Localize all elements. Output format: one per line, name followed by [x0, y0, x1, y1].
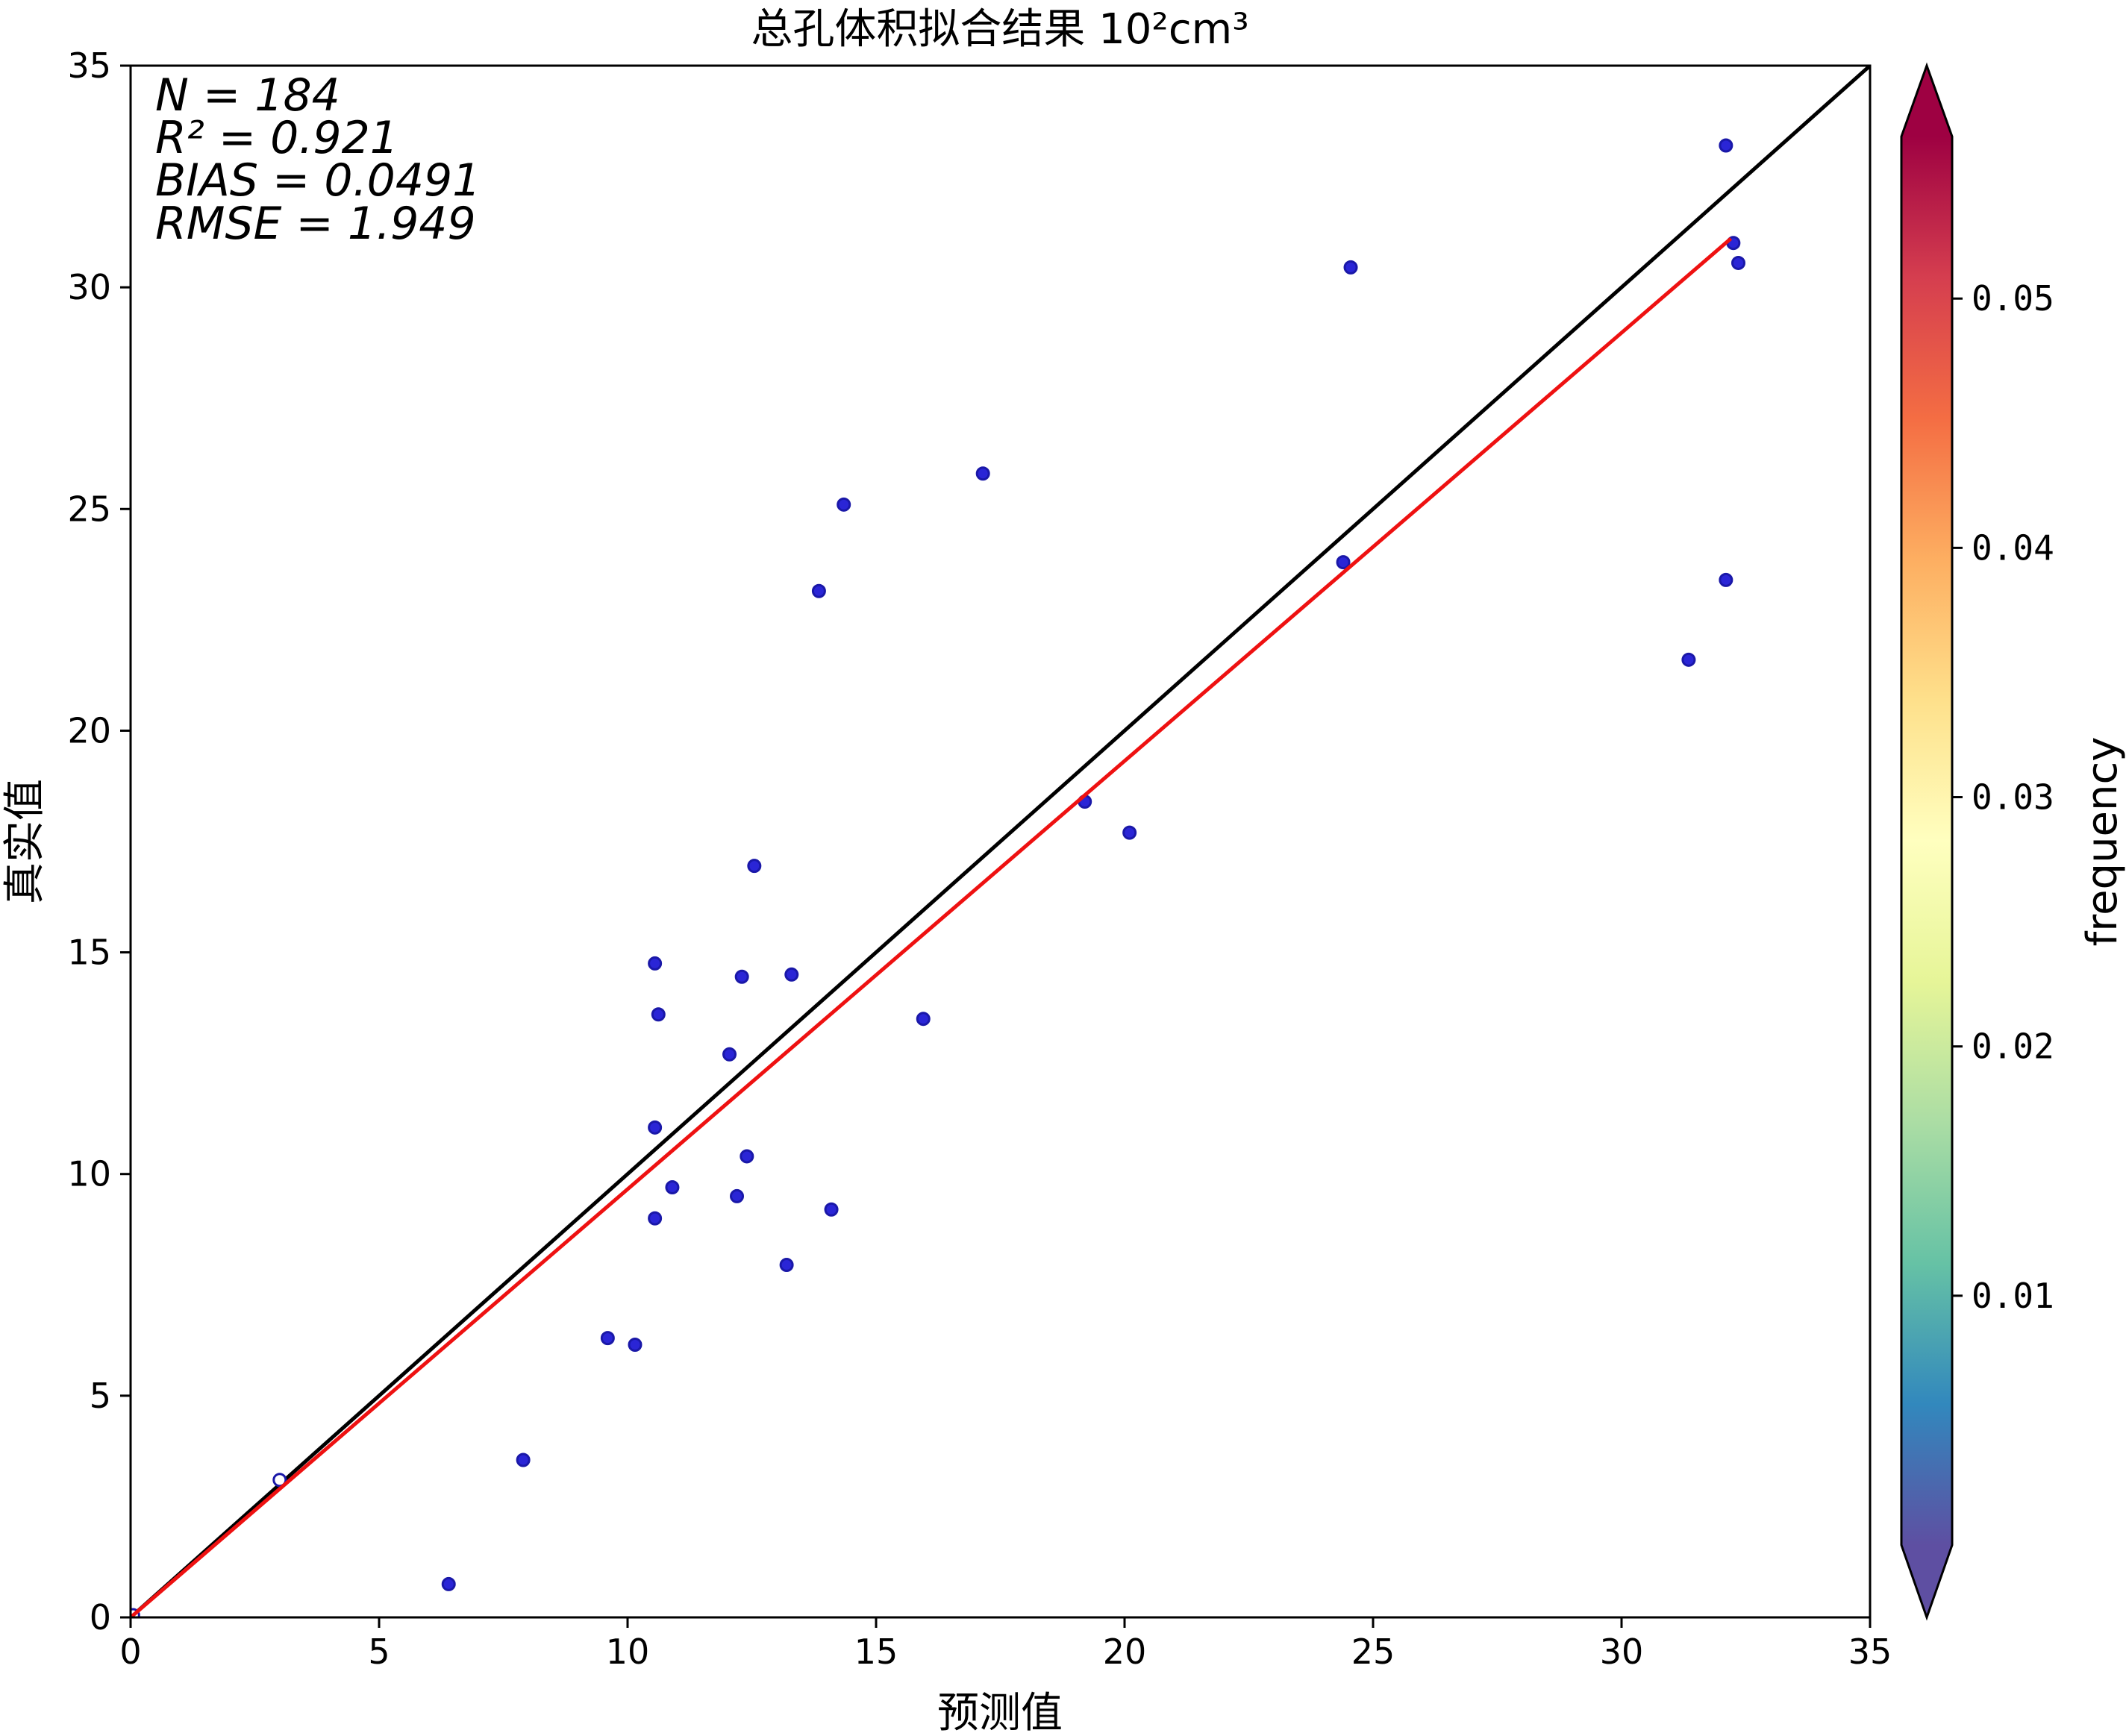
data-point	[916, 1012, 931, 1027]
colorbar-outline	[1900, 62, 1954, 1621]
x-tick-label: 15	[854, 1632, 898, 1672]
data-point	[1719, 572, 1733, 587]
colorbar-tick-label: 0.03	[1972, 777, 2054, 818]
stats-annotation: N = 184 R² = 0.921 BIAS = 0.0491 RMSE = …	[155, 69, 481, 250]
data-point	[441, 1576, 456, 1591]
data-point	[600, 1331, 615, 1346]
data-point	[779, 1258, 794, 1273]
y-tick-label: 30	[67, 267, 111, 307]
reference-line-1to1	[131, 66, 1870, 1617]
data-point	[651, 1007, 666, 1022]
colorbar-label: frequency	[2078, 737, 2126, 947]
data-point	[975, 466, 990, 481]
data-point	[272, 1473, 287, 1488]
data-point	[1719, 138, 1733, 153]
colorbar-tick-label: 0.04	[1972, 527, 2054, 568]
fit-line	[131, 236, 1733, 1617]
data-point	[665, 1180, 680, 1195]
data-point	[837, 497, 851, 512]
data-point	[722, 1047, 737, 1062]
y-axis-label: 真实值	[1, 779, 49, 904]
data-point	[824, 1202, 839, 1217]
colorbar-tick-label: 0.05	[1972, 278, 2054, 319]
data-point	[1343, 260, 1358, 275]
data-point	[1122, 825, 1137, 840]
stat-r2: R² = 0.921	[155, 112, 398, 164]
data-point	[1681, 652, 1696, 667]
x-axis-label: 预测值	[937, 1689, 1063, 1736]
data-point	[648, 956, 663, 971]
x-tick-label: 20	[1103, 1632, 1147, 1672]
data-point	[648, 1211, 663, 1226]
y-tick-label: 15	[67, 933, 111, 973]
colorbar-ticks: 0.01 0.02 0.03 0.04 0.05	[1952, 278, 2054, 1316]
colorbar-extend-bottom	[1901, 1545, 1952, 1617]
x-tick-label: 35	[1848, 1632, 1892, 1672]
stat-rmse: RMSE = 1.949	[155, 198, 476, 250]
scatter-points	[131, 138, 1746, 1617]
data-point	[784, 967, 799, 982]
colorbar-gradient	[1901, 137, 1952, 1545]
y-tick-label: 5	[90, 1376, 111, 1416]
data-point	[628, 1338, 643, 1353]
data-point	[730, 1188, 745, 1203]
data-point	[747, 859, 762, 874]
data-point	[648, 1120, 663, 1135]
data-point	[1336, 555, 1351, 570]
chart-title: 总孔体积拟合结果 10²cm³	[751, 5, 1248, 54]
data-point	[811, 583, 826, 598]
x-tick-label: 30	[1600, 1632, 1644, 1672]
colorbar-extend-top	[1901, 66, 1952, 137]
plot-frame	[129, 64, 1872, 1619]
data-point	[1731, 255, 1746, 270]
y-axis: 0 5 10 15 20 25 30 35	[67, 46, 131, 1638]
data-point	[734, 969, 749, 984]
colorbar-tick-label: 0.02	[1972, 1027, 2054, 1067]
x-tick-label: 0	[119, 1632, 141, 1672]
y-tick-label: 20	[67, 710, 111, 751]
y-tick-label: 25	[67, 489, 111, 529]
data-point	[516, 1453, 531, 1467]
y-tick-label: 35	[67, 46, 111, 86]
stat-n: N = 184	[155, 69, 340, 122]
y-tick-label: 0	[90, 1597, 111, 1638]
data-point	[740, 1149, 754, 1164]
stat-bias: BIAS = 0.0491	[155, 154, 481, 207]
colorbar: 0.01 0.02 0.03 0.04 0.05 frequency	[1900, 62, 2126, 1621]
x-tick-label: 5	[368, 1632, 390, 1672]
colorbar-tick-label: 0.01	[1972, 1276, 2054, 1316]
x-tick-label: 10	[606, 1632, 650, 1672]
y-tick-label: 10	[67, 1154, 111, 1194]
x-tick-label: 25	[1351, 1632, 1395, 1672]
x-axis: 0 5 10 15 20 25 30 35	[119, 1617, 1892, 1672]
